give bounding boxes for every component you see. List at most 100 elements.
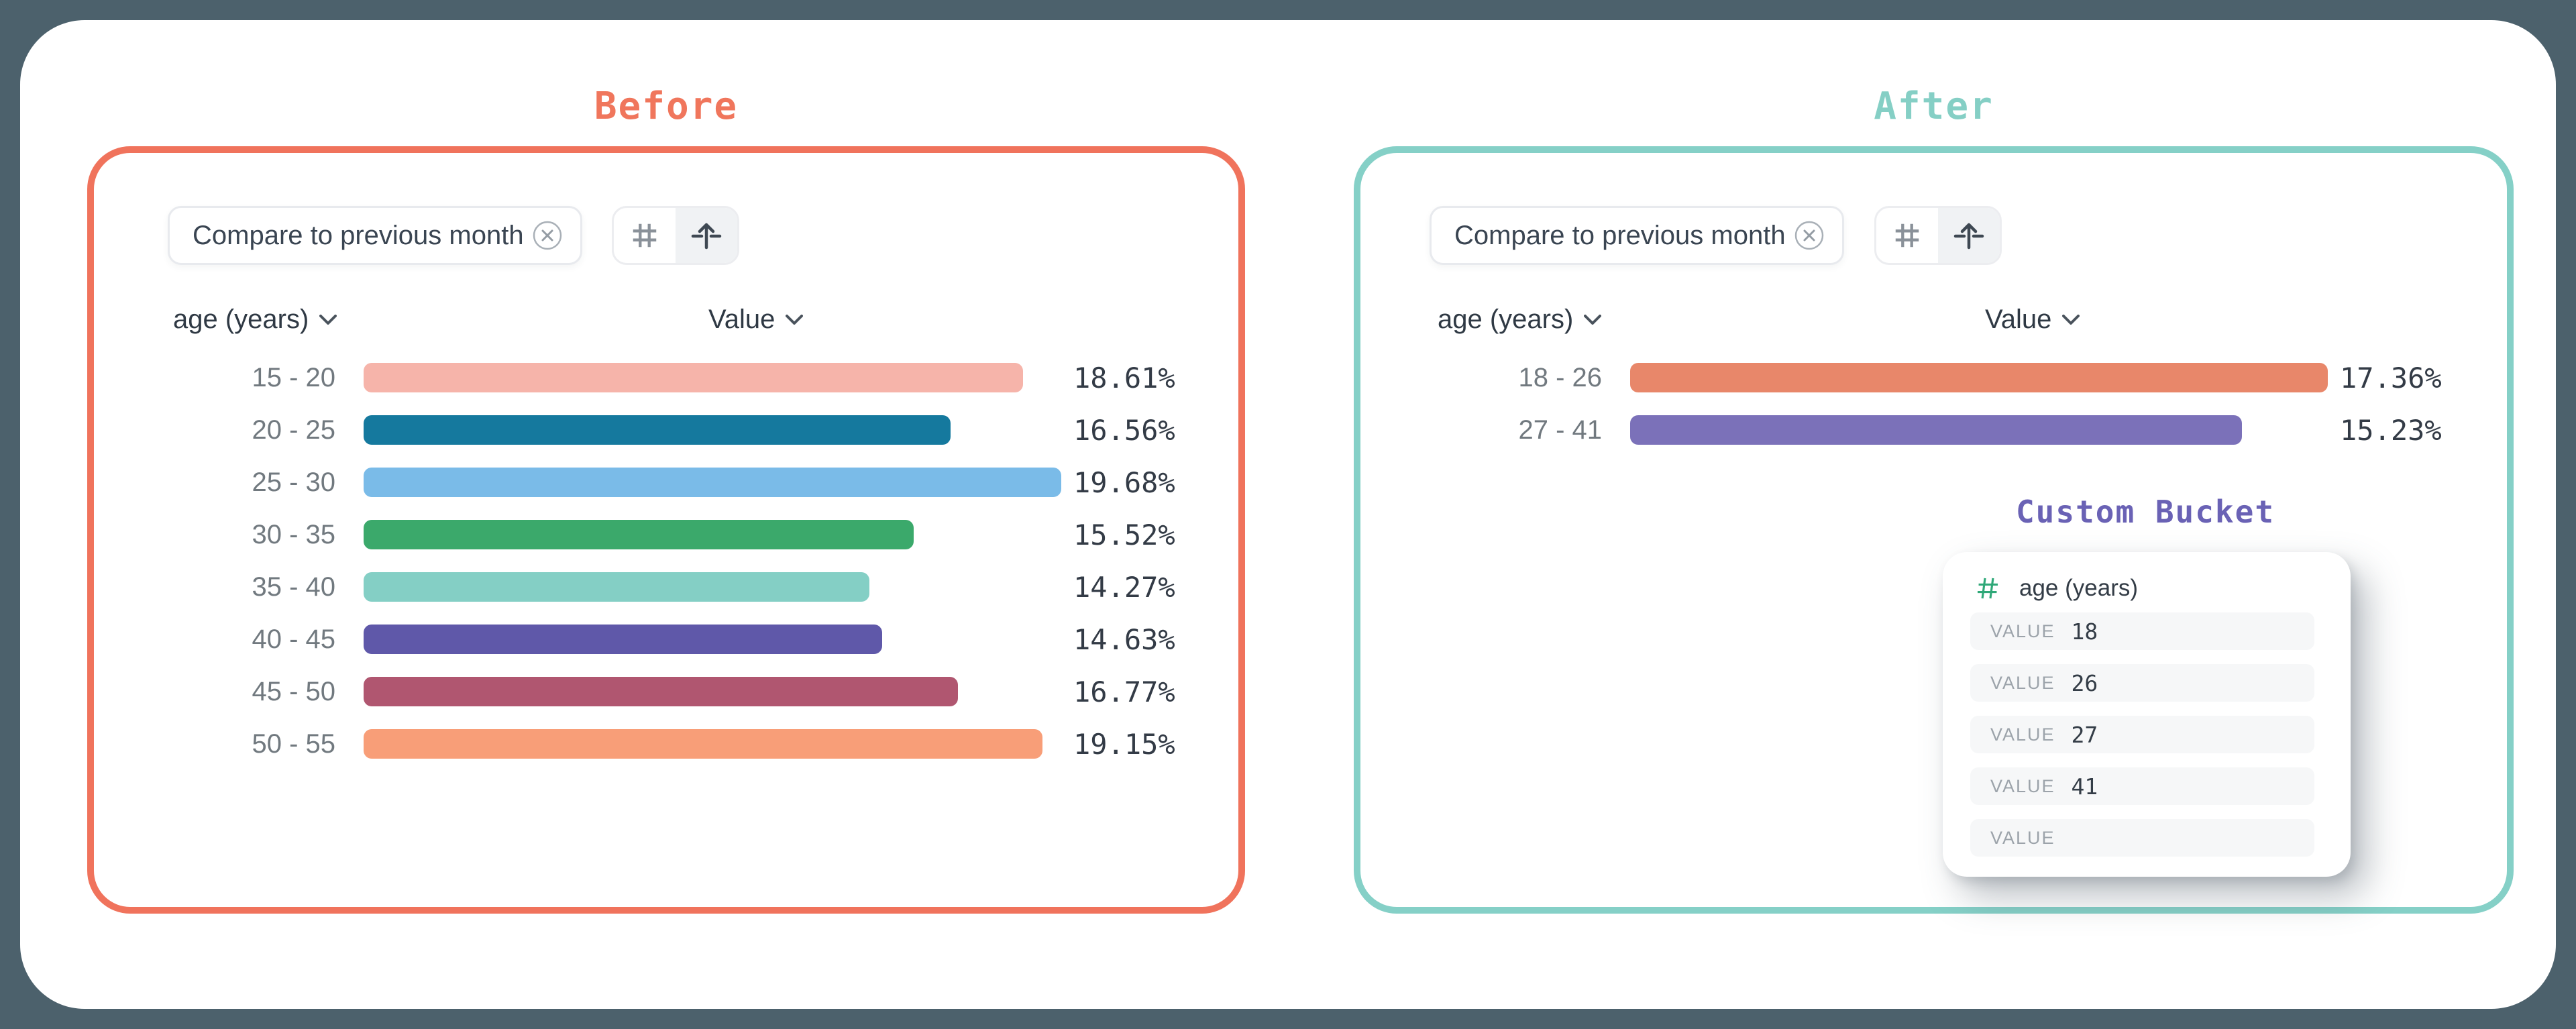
dimension-column-header[interactable]: age (years) [173, 305, 337, 335]
category-label: 30 - 35 [252, 519, 335, 549]
bucket-rows: VALUE 18 VALUE 26 VALUE 27 VALUE 41 [1970, 612, 2314, 871]
dimension-header-label: age (years) [1438, 305, 1574, 334]
bucket-value-input[interactable]: VALUE 26 [1970, 664, 2314, 702]
bar [1630, 363, 2328, 392]
category-label: 20 - 25 [252, 415, 335, 445]
bar-track [364, 415, 1061, 445]
value-column-header[interactable]: Value [1985, 305, 2080, 335]
bar-track [364, 520, 1061, 549]
value-label: 18.61% [1073, 361, 1175, 394]
bar [1630, 415, 2243, 445]
chevron-down-icon [786, 314, 804, 325]
category-label: 40 - 45 [252, 624, 335, 654]
custom-bucket-title: Custom Bucket [2015, 494, 2275, 530]
value-label: 15.23% [2340, 413, 2442, 447]
bar-track [1630, 363, 2328, 392]
bar-track [1630, 415, 2328, 445]
value-field-label: VALUE [1990, 672, 2055, 693]
bar-track [364, 468, 1061, 497]
bar-row: 45 - 50 16.77% [94, 665, 1238, 718]
bar-track [364, 729, 1061, 759]
content-card: Before After Compare to previous month [20, 20, 2556, 1009]
bucket-value-input[interactable]: VALUE 41 [1970, 767, 2314, 805]
bar-row: 30 - 35 15.52% [94, 508, 1238, 561]
category-label: 27 - 41 [1518, 415, 1602, 445]
view-toggle-group [1874, 206, 2002, 265]
flip-axis-icon [1953, 223, 1984, 250]
category-label: 18 - 26 [1518, 362, 1602, 392]
view-toggle-group [612, 206, 739, 265]
value-header-label: Value [708, 305, 775, 334]
value-field-label: VALUE [1990, 620, 2055, 641]
numeric-view-button[interactable] [1876, 208, 1938, 263]
bar [364, 729, 1042, 759]
hash-icon [1977, 578, 1998, 599]
hash-icon [633, 223, 657, 248]
bar-row: 25 - 30 19.68% [94, 456, 1238, 508]
flip-axis-icon [691, 223, 722, 250]
value-label: 17.36% [2340, 361, 2442, 394]
bucket-value-input[interactable]: VALUE 27 [1970, 716, 2314, 753]
bar-row: 20 - 25 16.56% [94, 404, 1238, 456]
dimension-column-header[interactable]: age (years) [1438, 305, 1602, 335]
value-column-header[interactable]: Value [708, 305, 804, 335]
category-label: 15 - 20 [252, 362, 335, 392]
hash-icon [1895, 223, 1919, 248]
chevron-down-icon [2062, 314, 2080, 325]
category-label: 25 - 30 [252, 467, 335, 497]
bar-track [364, 572, 1061, 602]
bar-track [364, 625, 1061, 654]
custom-bucket-card: age (years) VALUE 18 VALUE 26 VALUE 27 [1943, 552, 2351, 877]
value-label: 19.68% [1073, 466, 1175, 499]
bar [364, 625, 883, 654]
bar-chart: 15 - 20 18.61% 20 - 25 16.56% 25 - 30 19… [94, 351, 1238, 770]
bar-row: 27 - 41 15.23% [1360, 404, 2507, 456]
after-title: After [1874, 85, 1994, 128]
category-label: 50 - 55 [252, 728, 335, 759]
flip-axis-view-button[interactable] [676, 208, 737, 263]
value-field-number: 27 [2071, 721, 2098, 748]
value-label: 14.27% [1073, 570, 1175, 604]
bar-track [364, 677, 1061, 706]
bucket-value-input[interactable]: VALUE [1970, 819, 2314, 857]
category-label: 35 - 40 [252, 572, 335, 602]
bar-row: 35 - 40 14.27% [94, 561, 1238, 613]
after-panel: Compare to previous month [1354, 146, 2514, 914]
bar-row: 18 - 26 17.36% [1360, 351, 2507, 404]
dimension-header-label: age (years) [173, 305, 309, 334]
value-header-label: Value [1985, 305, 2052, 334]
chevron-down-icon [319, 314, 337, 325]
bar [364, 520, 914, 549]
bucket-value-input[interactable]: VALUE 18 [1970, 612, 2314, 650]
before-title: Before [594, 85, 739, 128]
chevron-down-icon [1584, 314, 1602, 325]
bucket-field-label: age (years) [2019, 575, 2139, 601]
chip-label: Compare to previous month [1454, 220, 1786, 250]
value-label: 16.56% [1073, 413, 1175, 447]
circle-x-icon[interactable] [532, 220, 563, 251]
bar-track [364, 363, 1061, 392]
value-field-number: 26 [2071, 669, 2098, 696]
value-label: 14.63% [1073, 622, 1175, 656]
flip-axis-view-button[interactable] [1938, 208, 2000, 263]
value-field-label: VALUE [1990, 724, 2055, 745]
numeric-view-button[interactable] [614, 208, 676, 263]
comparison-filter-chip[interactable]: Compare to previous month [168, 206, 582, 265]
bar-chart: 18 - 26 17.36% 27 - 41 15.23% [1360, 351, 2507, 456]
bar [364, 363, 1024, 392]
value-label: 16.77% [1073, 675, 1175, 708]
bar [364, 677, 959, 706]
category-label: 45 - 50 [252, 676, 335, 706]
chip-label: Compare to previous month [193, 220, 524, 250]
bar-row: 15 - 20 18.61% [94, 351, 1238, 404]
bar [364, 415, 951, 445]
comparison-filter-chip[interactable]: Compare to previous month [1430, 206, 1844, 265]
bar [364, 572, 870, 602]
bucket-field-header: age (years) [1943, 552, 2351, 603]
value-field-label: VALUE [1990, 827, 2055, 848]
value-field-label: VALUE [1990, 775, 2055, 796]
bar-row: 40 - 45 14.63% [94, 613, 1238, 665]
circle-x-icon[interactable] [1794, 220, 1825, 251]
bar-row: 50 - 55 19.15% [94, 718, 1238, 770]
